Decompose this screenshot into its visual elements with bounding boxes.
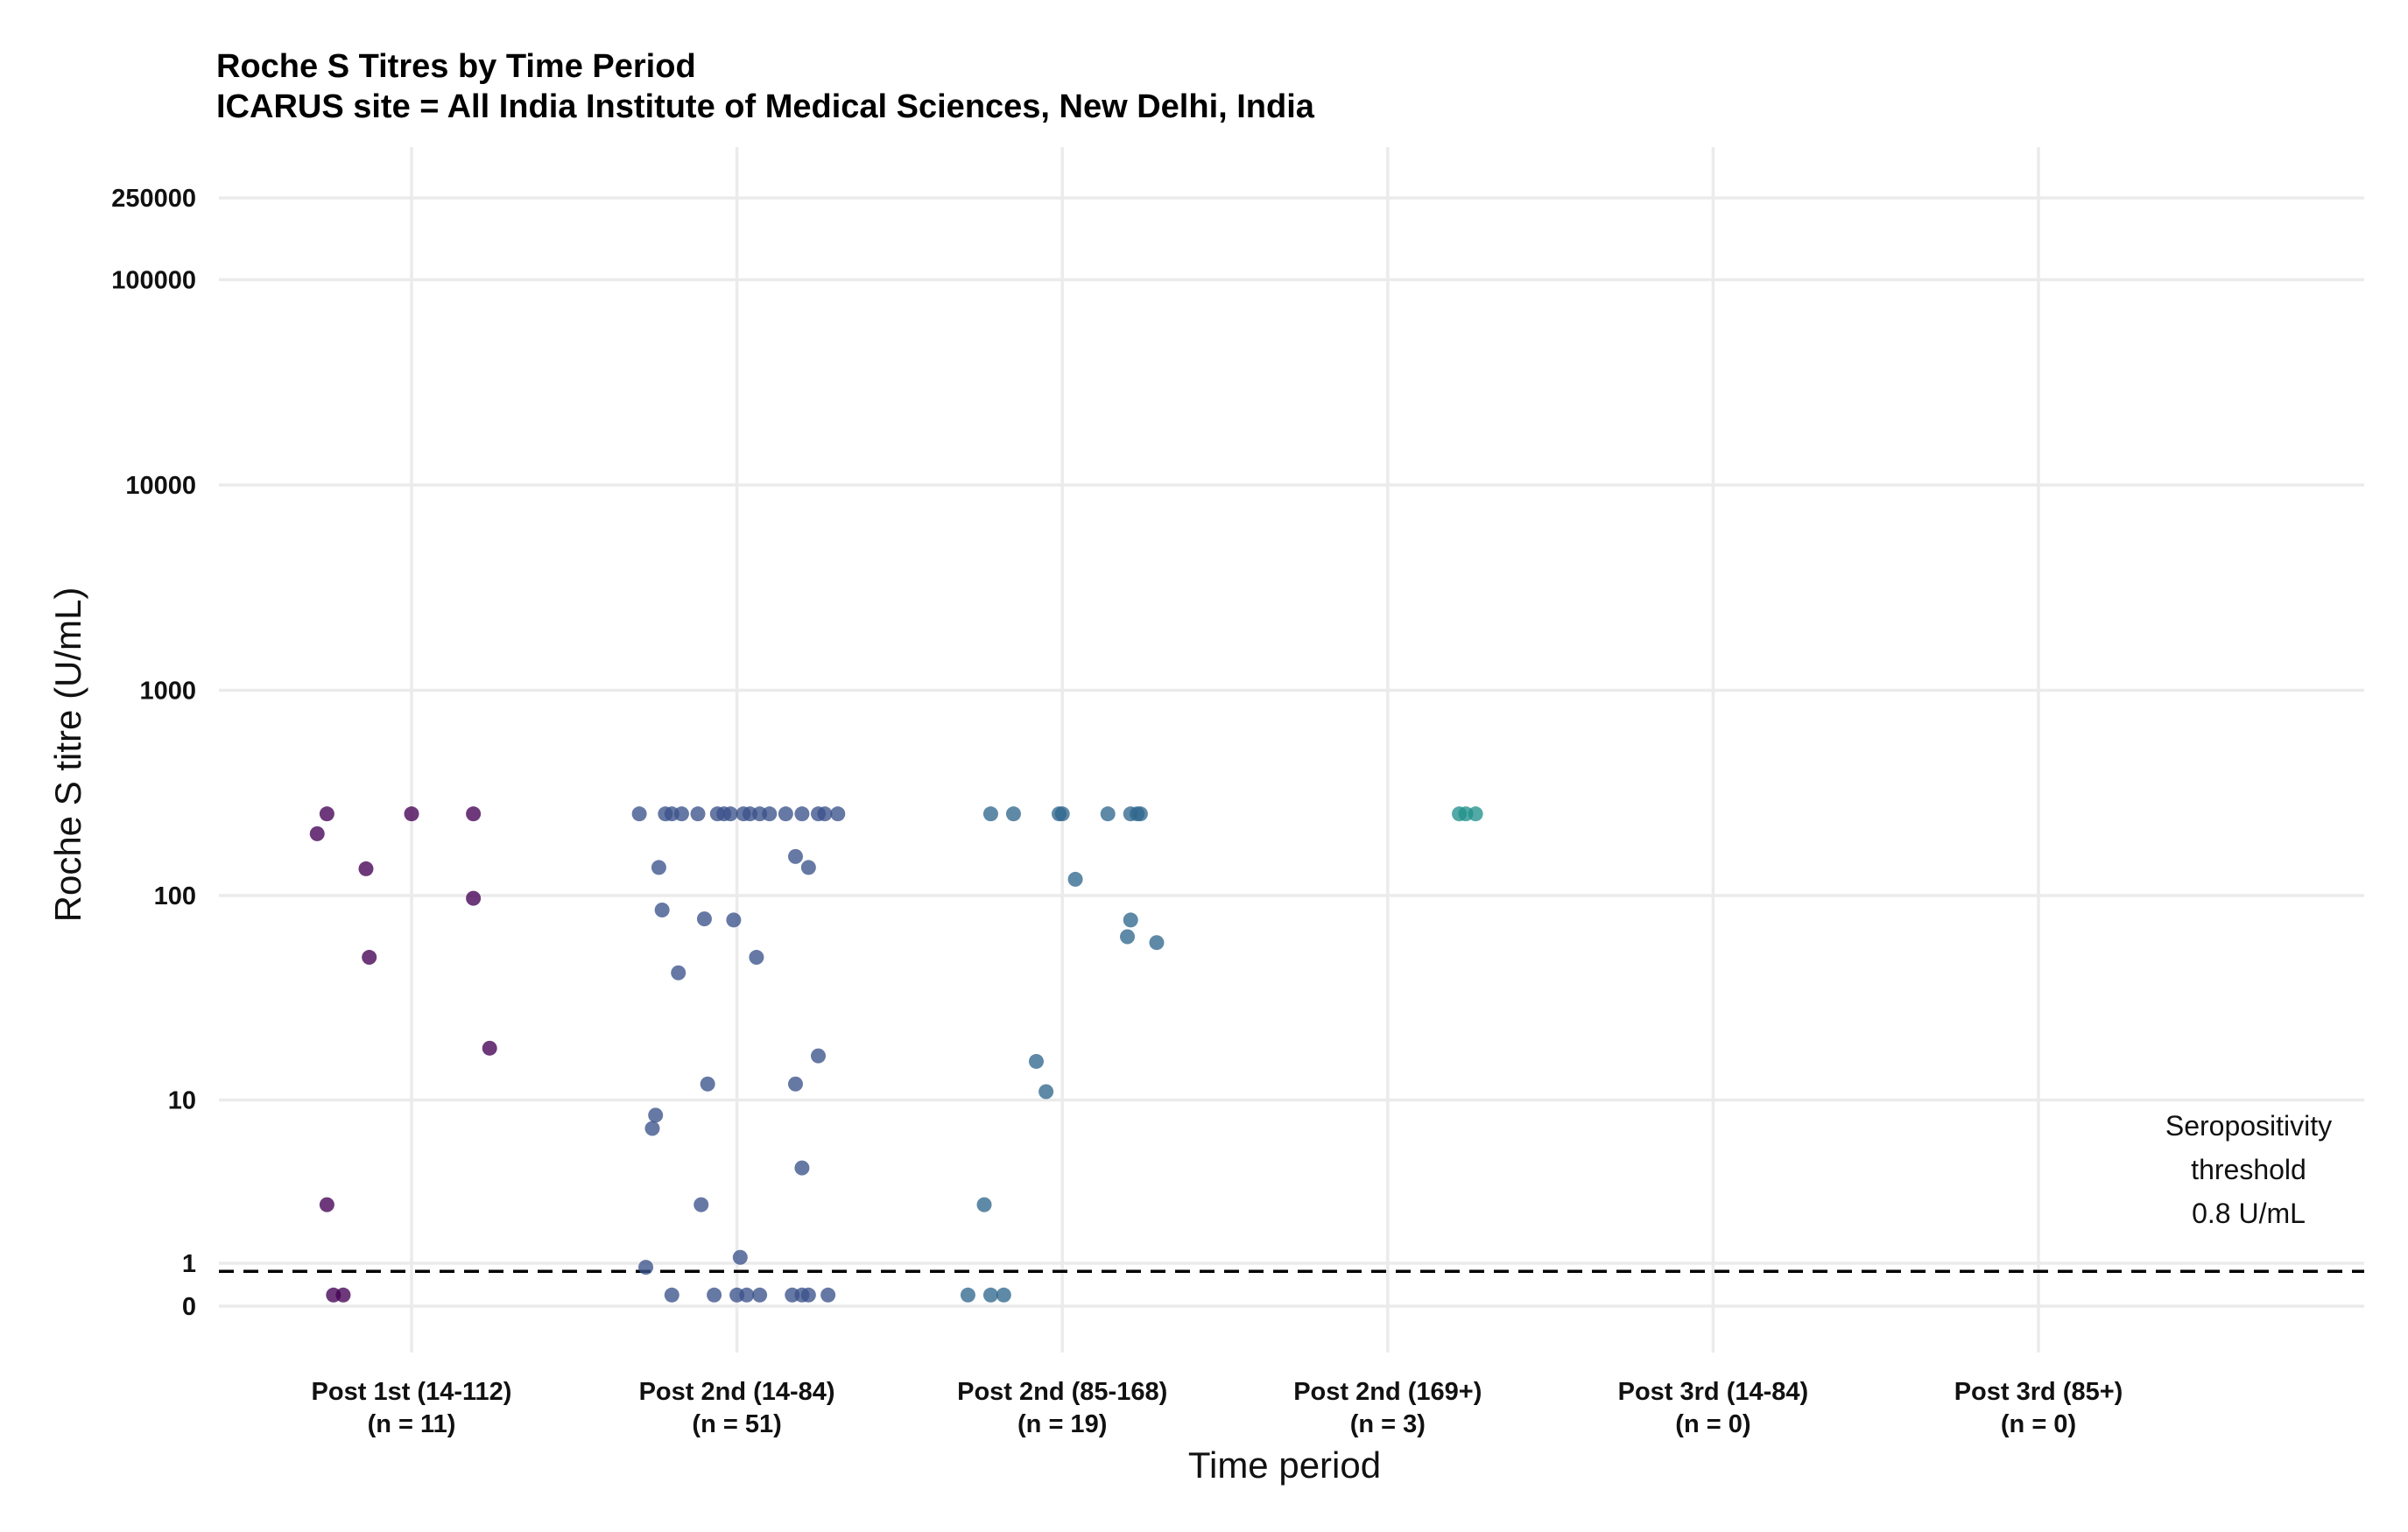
x-tick-label: Post 2nd (169+) <box>1293 1378 1482 1406</box>
y-axis-ticks: 0 1 10 100 1000 10000 100000 250000 <box>111 185 196 1321</box>
data-point <box>319 1197 334 1212</box>
data-point <box>482 1040 497 1056</box>
data-point <box>1039 1084 1054 1100</box>
data-point <box>1149 935 1165 951</box>
data-point <box>996 1287 1011 1303</box>
data-point <box>794 806 810 822</box>
data-point <box>800 860 816 875</box>
data-point <box>696 911 712 927</box>
data-point <box>1100 806 1116 822</box>
data-point <box>1067 871 1083 887</box>
y-tick-label: 100000 <box>111 267 196 295</box>
data-point <box>466 806 482 822</box>
data-point <box>722 806 738 822</box>
data-point <box>1054 806 1070 822</box>
data-point <box>1028 1053 1044 1069</box>
data-point <box>800 1287 816 1303</box>
data-point <box>309 826 325 841</box>
data-point <box>335 1287 351 1303</box>
data-point <box>466 890 482 906</box>
data-point <box>664 1287 679 1303</box>
data-point <box>749 950 764 966</box>
data-point <box>762 806 778 822</box>
data-point <box>820 1287 836 1303</box>
data-point <box>976 1197 992 1212</box>
data-point <box>811 1048 826 1064</box>
x-tick-label: Post 3rd (14-84) <box>1618 1378 1809 1406</box>
x-tick-count-label: (n = 3) <box>1350 1410 1426 1438</box>
data-point <box>960 1287 975 1303</box>
data-point <box>1005 806 1021 822</box>
chart-title: Roche S Titres by Time Period <box>216 48 696 85</box>
x-tick-label: Post 2nd (14-84) <box>639 1378 835 1406</box>
data-points <box>309 806 1483 1303</box>
x-tick-count-label: (n = 51) <box>692 1410 781 1438</box>
y-tick-label: 1000 <box>139 677 196 705</box>
data-point <box>404 806 419 822</box>
data-point <box>739 1287 755 1303</box>
data-point <box>787 1076 803 1092</box>
data-point <box>732 1249 748 1265</box>
data-point <box>694 1197 709 1212</box>
y-tick-label: 1 <box>182 1250 196 1278</box>
data-point <box>651 860 666 875</box>
threshold-label-line-3: 0.8 U/mL <box>2192 1198 2306 1229</box>
data-point <box>1123 912 1138 928</box>
grid <box>219 147 2364 1353</box>
data-point <box>794 1160 810 1176</box>
data-point <box>358 861 374 876</box>
data-point <box>778 806 793 822</box>
data-point <box>1132 806 1148 822</box>
x-tick-count-label: (n = 19) <box>1017 1410 1107 1438</box>
y-tick-label: 10000 <box>125 472 196 500</box>
x-tick-count-label: (n = 0) <box>1675 1410 1750 1438</box>
data-point <box>982 806 998 822</box>
data-point <box>690 806 706 822</box>
data-point <box>673 806 689 822</box>
data-point <box>648 1107 664 1123</box>
x-tick-count-label: (n = 0) <box>2001 1410 2076 1438</box>
chart-subtitle: ICARUS site = All India Institute of Med… <box>216 88 1315 125</box>
data-point <box>787 848 803 864</box>
x-tick-label: Post 3rd (85+) <box>1954 1378 2123 1406</box>
data-point <box>362 950 377 966</box>
threshold-label: Seropositivity threshold 0.8 U/mL <box>2165 1110 2332 1229</box>
threshold-label-line-2: threshold <box>2191 1154 2306 1185</box>
data-point <box>1120 929 1136 945</box>
data-point <box>671 965 686 980</box>
data-point <box>644 1121 660 1136</box>
data-point <box>1468 806 1483 822</box>
y-tick-label: 100 <box>154 882 196 910</box>
data-point <box>631 806 647 822</box>
data-point <box>707 1287 722 1303</box>
data-point <box>319 806 334 822</box>
data-point <box>726 912 742 928</box>
data-point <box>982 1287 998 1303</box>
y-tick-label: 0 <box>182 1293 196 1321</box>
y-axis-title: Roche S titre (U/mL) <box>47 587 88 923</box>
data-point <box>752 1287 768 1303</box>
data-point <box>817 806 833 822</box>
x-axis-title: Time period <box>1188 1444 1381 1486</box>
threshold-label-line-1: Seropositivity <box>2165 1110 2332 1142</box>
x-tick-label: Post 2nd (85-168) <box>957 1378 1167 1406</box>
x-tick-label: Post 1st (14-112) <box>312 1378 512 1406</box>
data-point <box>638 1260 654 1275</box>
data-point <box>654 903 670 918</box>
data-point <box>830 806 846 822</box>
x-tick-count-label: (n = 11) <box>368 1410 456 1438</box>
data-point <box>700 1076 715 1092</box>
x-axis-ticks: Post 1st (14-112) (n = 11) Post 2nd (14-84… <box>312 1378 2123 1438</box>
y-tick-label: 10 <box>168 1086 196 1114</box>
y-tick-label: 250000 <box>111 185 196 213</box>
